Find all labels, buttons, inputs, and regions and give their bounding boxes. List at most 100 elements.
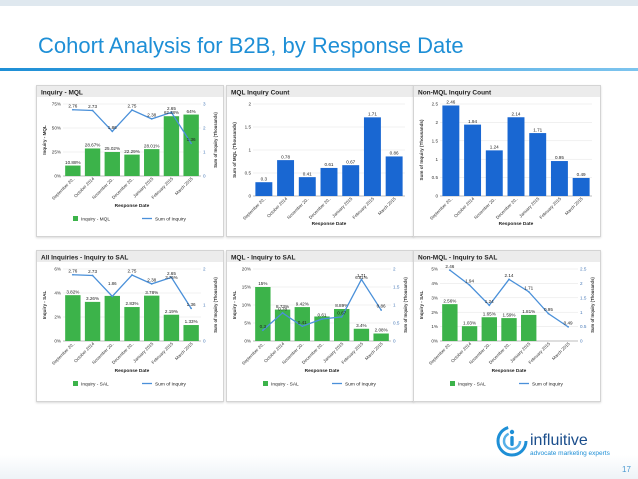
legend-swatch-bar: [73, 381, 78, 386]
bar-data-label: 3.26%: [86, 296, 99, 301]
legend-label-bar: Inquiry - SAL: [81, 382, 109, 388]
y-tick-label: 5%: [244, 321, 251, 326]
line-data-label: 0.78: [278, 307, 287, 312]
bar-data-label: 1.71: [533, 127, 542, 132]
y-tick-label: 0%: [244, 339, 251, 344]
line-point: [527, 290, 530, 293]
bar: [163, 314, 180, 341]
bar-data-label: 0.41: [303, 171, 312, 176]
bar: [501, 318, 517, 341]
bar-data-label: 3.82%: [66, 289, 79, 294]
bar: [144, 149, 160, 176]
chart-panel-all-inquiries-to-sal: All Inquiries - Inquiry to SAL Inquiry - …: [36, 250, 224, 402]
y-tick-label: 5%: [431, 267, 438, 272]
y-tick-label: 1.5: [432, 138, 439, 143]
bar: [373, 333, 389, 341]
line-data-label: 0.49: [564, 320, 573, 325]
chart-header: [37, 86, 223, 97]
chart-header: [37, 251, 223, 262]
line-data-label: 0.95: [544, 307, 553, 312]
line-data-label: 2.65: [167, 106, 176, 111]
line-point: [547, 312, 550, 315]
chart-inquiry-mql: Inquiry - MQL Inquiry - MQL 0% 25% 50% 75% 0 1 2…: [37, 86, 223, 223]
y-tick-label: 0: [435, 194, 438, 199]
y-tick-label: 75%: [52, 102, 61, 107]
line-point: [91, 109, 94, 112]
bar-data-label: 0.3: [261, 176, 268, 181]
line-data-label: 2.76: [68, 103, 77, 108]
x-axis-label: Response Date: [305, 368, 340, 374]
y-tick-label: 20%: [242, 267, 251, 272]
chart-non-mql-inquiry-count: Non-MQL Inquiry Count Sum of Inquiry (Tho…: [414, 86, 600, 227]
x-tick-label: November 20..: [286, 196, 310, 220]
x-tick-label: November 20..: [473, 196, 497, 220]
bar-data-label: 28.67%: [85, 143, 101, 148]
line-point: [360, 278, 363, 281]
chart-panel-non-mql-inquiry-to-sal: Non-MQL - Inquiry to SAL Inquiry - SAL 0% 1…: [413, 250, 601, 402]
chart-mql-inquiry-count: MQL Inquiry Count Sum of MQL (Thousands) 0…: [227, 86, 413, 227]
chart-title: Inquiry - MQL: [41, 90, 83, 97]
y2-axis-label: Sum of Inquiry (Thousands): [213, 277, 218, 333]
y-tick-label: 1%: [431, 324, 438, 329]
y-axis-label: Inquiry - SAL: [419, 291, 424, 320]
bar: [144, 295, 160, 341]
x-axis-label: Response Date: [499, 221, 534, 227]
chart-header: [227, 86, 413, 97]
x-tick-label: March 2015: [174, 176, 194, 196]
bar: [481, 317, 497, 341]
x-tick-label: October 2014: [266, 196, 289, 219]
bar: [65, 165, 81, 176]
bar-data-label: 9.42%: [296, 301, 309, 306]
y-tick-label: 50%: [52, 126, 61, 131]
chart-title: Non-MQL - Inquiry to SAL: [418, 255, 497, 262]
y2-tick-label: 0: [203, 174, 206, 179]
chart-header: [414, 251, 600, 262]
bar: [572, 177, 590, 196]
header-band: [0, 0, 638, 6]
overlap-data-label: 62.28%: [164, 110, 179, 115]
line-point: [468, 284, 471, 287]
bar-data-label: 28.01%: [144, 143, 160, 148]
bar: [353, 328, 370, 341]
y-tick-label: 0.5: [245, 171, 252, 176]
x-tick-label: January 2015: [518, 196, 541, 219]
x-tick-label: March 2015: [174, 341, 194, 361]
legend-swatch-bar: [263, 381, 268, 386]
bar: [104, 295, 120, 341]
line-data-label: 2.75: [128, 269, 137, 274]
x-axis-label: Response Date: [115, 368, 150, 374]
bar-data-label: 0.78: [281, 154, 290, 159]
line-point: [301, 325, 304, 328]
line-point: [170, 276, 173, 279]
bar-data-label: 22.29%: [124, 149, 140, 154]
line-data-label: 1.36: [187, 137, 196, 142]
line-data-label: 2.73: [88, 104, 97, 109]
line-data-label: 2.38: [147, 277, 156, 282]
bar: [529, 133, 547, 196]
footer-band: [0, 455, 638, 479]
line-point: [131, 274, 133, 276]
y2-tick-label: 3: [203, 102, 206, 107]
x-axis-label: Response Date: [312, 221, 347, 227]
y-tick-label: 2: [435, 120, 438, 125]
chart-panel-inquiry-mql: Inquiry - MQL Inquiry - MQL 0% 25% 50% 75% 0 1 2…: [36, 85, 224, 237]
x-tick-label: December 20..: [308, 196, 332, 220]
line-point: [508, 278, 510, 281]
bar-data-label: 2.14: [512, 111, 521, 116]
x-tick-label: September 20..: [51, 341, 76, 366]
bar-data-label: 10.88%: [65, 160, 81, 165]
line-point: [190, 142, 193, 145]
line-point: [281, 312, 284, 314]
line-data-label: 1.94: [465, 279, 474, 284]
y-tick-label: 1: [248, 148, 251, 153]
bar: [314, 316, 330, 341]
line-point: [340, 315, 343, 318]
bar: [521, 314, 537, 341]
bar: [294, 307, 310, 341]
line-point: [380, 309, 383, 311]
y-tick-label: 4%: [431, 281, 438, 286]
chart-title: MQL Inquiry Count: [231, 90, 290, 97]
line-data-label: 0.67: [337, 310, 346, 315]
bar: [124, 307, 140, 341]
bar: [84, 148, 101, 176]
